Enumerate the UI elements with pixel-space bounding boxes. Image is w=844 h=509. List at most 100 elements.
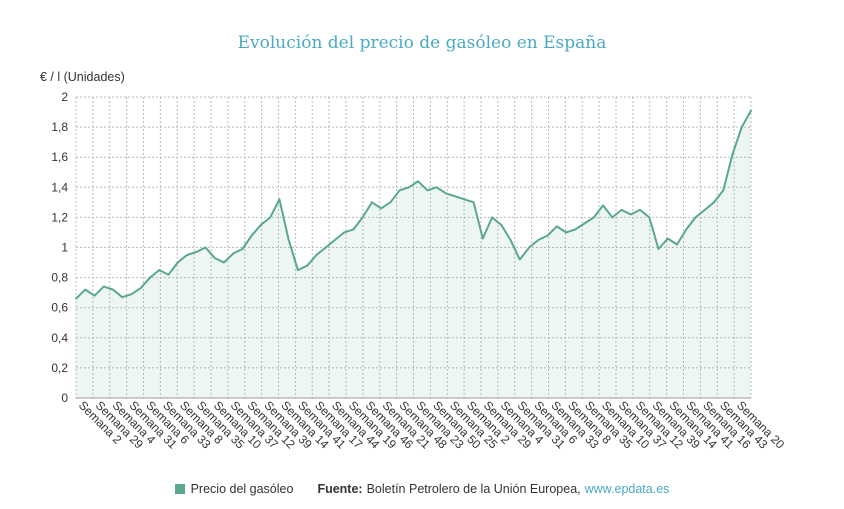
data-point — [722, 189, 725, 192]
data-point — [102, 285, 105, 288]
data-point — [389, 201, 392, 204]
data-point — [130, 293, 133, 296]
data-point — [750, 109, 752, 112]
data-point — [121, 296, 124, 299]
data-point — [297, 269, 299, 271]
legend-label: Precio del gasóleo — [190, 482, 294, 496]
data-point — [740, 126, 743, 128]
legend-item[interactable]: Precio del gasóleo — [174, 482, 294, 496]
data-point — [574, 228, 577, 231]
data-point — [75, 297, 77, 300]
data-point — [685, 228, 688, 231]
data-point — [250, 234, 253, 237]
y-tick-label: 0 — [61, 391, 68, 405]
y-axis-ticks: 0 0,2 0,4 0,6 0,8 1 1,2 1,4 1,6 1,8 2 — [51, 90, 68, 405]
data-point — [592, 216, 595, 219]
data-point — [315, 254, 318, 256]
y-tick-label: 1,8 — [51, 120, 68, 134]
grid — [75, 96, 752, 399]
data-point — [223, 261, 225, 264]
data-point — [112, 288, 114, 291]
data-point — [417, 180, 420, 183]
y-tick-label: 0,8 — [51, 271, 68, 285]
data-point — [694, 216, 697, 219]
data-point — [731, 153, 734, 156]
data-point — [518, 258, 521, 261]
data-point — [676, 243, 678, 246]
legend-swatch-icon — [174, 484, 185, 494]
y-tick-label: 1,2 — [51, 210, 68, 224]
data-point — [306, 264, 309, 267]
data-point — [620, 208, 623, 211]
data-point — [537, 239, 540, 241]
data-point — [343, 231, 346, 234]
data-point — [472, 201, 475, 204]
data-point — [666, 237, 669, 240]
series-line — [75, 110, 752, 300]
data-point — [260, 224, 262, 226]
series-area — [76, 110, 751, 398]
y-tick-label: 1 — [61, 241, 68, 255]
data-point — [149, 276, 151, 279]
data-point — [657, 248, 660, 250]
data-point — [629, 213, 632, 216]
data-point — [278, 198, 281, 201]
plot-series — [75, 109, 752, 398]
data-point — [639, 208, 641, 211]
data-point — [195, 251, 198, 253]
data-point — [204, 246, 207, 249]
data-point — [232, 252, 235, 255]
data-point — [426, 189, 429, 192]
data-point — [139, 287, 142, 290]
data-point — [241, 248, 244, 250]
y-tick-label: 1,6 — [51, 150, 68, 164]
data-point — [463, 198, 466, 201]
data-point — [491, 216, 493, 219]
data-point — [93, 294, 96, 297]
source-text: Boletín Petrolero de la Unión Europea, — [366, 482, 581, 496]
data-point — [167, 273, 170, 276]
y-tick-label: 0,2 — [51, 361, 68, 375]
data-point — [500, 224, 503, 226]
data-point — [213, 257, 216, 259]
data-point — [611, 216, 614, 219]
chart-title: Evolución del precio de gasóleo en Españ… — [237, 33, 607, 53]
data-point — [398, 189, 401, 192]
data-point — [444, 192, 447, 195]
y-tick-label: 0,4 — [51, 331, 68, 345]
data-point — [158, 269, 161, 271]
data-point — [435, 186, 438, 189]
y-tick-label: 1,4 — [51, 180, 68, 194]
source-link[interactable]: www.epdata.es — [584, 482, 670, 496]
data-point — [546, 234, 549, 237]
data-point — [380, 207, 383, 210]
data-point — [602, 204, 604, 207]
data-point — [324, 246, 327, 249]
data-point — [555, 225, 558, 228]
data-point — [713, 201, 715, 204]
y-tick-label: 0,6 — [51, 301, 68, 315]
footer: Precio del gasóleo Fuente: Boletín Petro… — [0, 482, 844, 496]
y-axis-label: € / l (Unidades) — [40, 70, 125, 84]
data-point — [352, 228, 355, 231]
data-point — [528, 246, 530, 249]
data-point — [583, 222, 586, 225]
data-point — [648, 216, 651, 219]
data-point — [370, 201, 373, 204]
data-point — [334, 239, 336, 241]
source-label: Fuente: — [317, 482, 363, 496]
data-point — [407, 186, 410, 189]
data-point — [565, 231, 567, 234]
data-point — [176, 261, 179, 264]
data-point — [361, 216, 364, 219]
y-tick-label: 2 — [61, 90, 68, 104]
data-point — [454, 195, 457, 198]
data-point — [186, 254, 188, 256]
data-point — [287, 239, 290, 241]
data-point — [481, 237, 484, 240]
data-point — [84, 288, 87, 291]
data-point — [703, 208, 706, 211]
data-point — [509, 239, 512, 241]
